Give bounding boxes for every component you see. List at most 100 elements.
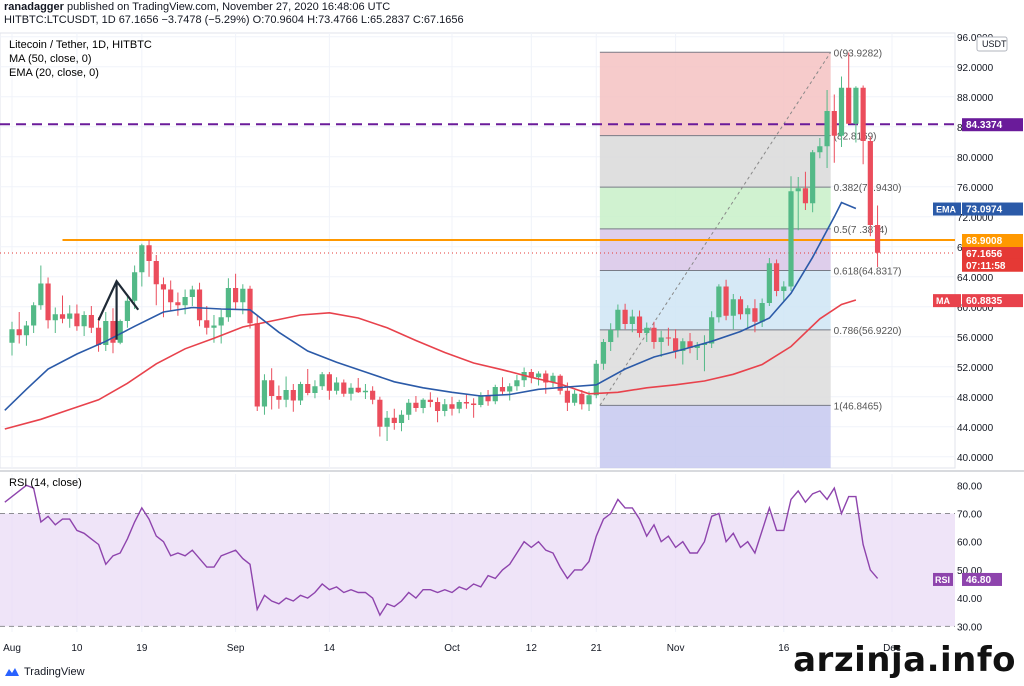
price-tick-label: 48.0000 bbox=[957, 393, 994, 404]
rsi-tick-label: 50.00 bbox=[957, 566, 982, 577]
price-tick-label: 64.0000 bbox=[957, 273, 994, 284]
tradingview-logo[interactable]: TradingView bbox=[4, 666, 85, 678]
candle-body bbox=[492, 387, 498, 402]
candle-body bbox=[442, 404, 448, 411]
candle-body bbox=[160, 284, 167, 290]
candle-body bbox=[67, 313, 73, 319]
publisher-text: published on TradingView.com, November 2… bbox=[63, 1, 391, 13]
price-axis[interactable]: 40.0000 44.0000 48.0000 52.0000 56.0000 60.00… bbox=[933, 33, 1023, 464]
candle-body bbox=[831, 111, 837, 136]
indicator-tag bbox=[933, 202, 961, 216]
legend-rsi: RSI (14, close) bbox=[9, 477, 82, 489]
candle-body bbox=[665, 337, 671, 339]
candle-body bbox=[204, 320, 210, 328]
candle-body bbox=[795, 188, 801, 192]
price-tick-label: 72.0000 bbox=[957, 213, 994, 224]
candle-body bbox=[471, 403, 477, 405]
candle-body bbox=[687, 341, 693, 348]
price-tick-label: 76.0000 bbox=[957, 183, 994, 194]
publisher-user[interactable]: ranadagger bbox=[4, 1, 64, 13]
candle-body bbox=[59, 314, 66, 319]
fib-zone bbox=[599, 329, 831, 406]
price-tag bbox=[962, 233, 1023, 247]
candle-body bbox=[312, 386, 318, 393]
candle-body bbox=[644, 327, 650, 333]
time-tick-label: 16 bbox=[778, 643, 790, 654]
fib-level-label: 0.5(7 .3874) bbox=[834, 225, 888, 236]
candle-body bbox=[377, 399, 383, 427]
candle-body bbox=[874, 225, 881, 253]
candle-body bbox=[701, 343, 708, 345]
candle-body bbox=[550, 375, 556, 383]
candle-body bbox=[586, 395, 592, 405]
horizontal-lines[interactable] bbox=[0, 123, 955, 254]
price-tag bbox=[962, 202, 1023, 216]
time-tick-label: 14 bbox=[324, 643, 336, 654]
candle-body bbox=[9, 329, 15, 343]
candle-body bbox=[824, 111, 830, 147]
candle-body bbox=[95, 327, 102, 345]
legend-ma: MA (50, close, 0) bbox=[9, 53, 92, 65]
price-tag-label: 07:11:58 bbox=[966, 261, 1006, 272]
candle-body bbox=[283, 390, 289, 400]
candle-body bbox=[709, 317, 715, 344]
candle-body bbox=[117, 321, 123, 343]
candle-body bbox=[305, 384, 311, 393]
fib-level-label: 0(93.9282) bbox=[834, 48, 882, 59]
candle-body bbox=[766, 263, 772, 303]
candle-body bbox=[716, 286, 722, 318]
candle-body bbox=[802, 188, 809, 204]
fibonacci-retracement[interactable]: 0(93.9282) (82.8169) 0.382(75.9430) 0.5(7 .… bbox=[599, 48, 902, 468]
indicator-tag-label: MA bbox=[936, 296, 950, 306]
candle-body bbox=[420, 399, 426, 408]
candle-body bbox=[723, 286, 729, 316]
candle-body bbox=[572, 393, 578, 403]
fib-level-label: 0.786(56.9220) bbox=[834, 326, 902, 337]
candle-body bbox=[297, 384, 304, 401]
candle-body bbox=[773, 263, 780, 291]
fib-zone bbox=[599, 405, 831, 468]
candle-body bbox=[752, 308, 758, 322]
price-tag-label: 84.3374 bbox=[966, 120, 1003, 131]
price-tag-label: 73.0974 bbox=[966, 205, 1003, 216]
candle-body bbox=[81, 315, 87, 327]
candle-body bbox=[499, 387, 506, 392]
candle-body bbox=[745, 308, 751, 315]
candle-body bbox=[449, 404, 455, 409]
candle-body bbox=[23, 325, 30, 336]
candle-body bbox=[434, 402, 441, 411]
candle-body bbox=[16, 329, 22, 336]
candle-body bbox=[730, 299, 736, 316]
candle-body bbox=[593, 363, 599, 396]
candle-body bbox=[240, 288, 246, 303]
price-tick-label: 44.0000 bbox=[957, 423, 994, 434]
legend-symbol: Litecoin / Tether, 1D, HITBTC bbox=[9, 39, 152, 51]
candle-body bbox=[261, 380, 268, 407]
candle-body bbox=[456, 402, 462, 409]
price-tick-label: 40.0000 bbox=[957, 453, 994, 464]
candle-body bbox=[838, 87, 845, 136]
time-axis[interactable]: Aug 10 19 Sep 14 Oct 12 21 Nov 16 Dec bbox=[3, 643, 901, 654]
candle-body bbox=[218, 317, 224, 326]
candle-body bbox=[485, 395, 491, 402]
candle-body bbox=[333, 382, 340, 391]
fib-level-label: (82.8169) bbox=[834, 132, 877, 143]
candle-body bbox=[319, 374, 325, 387]
time-tick-label: 12 bbox=[526, 643, 538, 654]
candle-body bbox=[88, 315, 94, 328]
time-tick-label: Dec bbox=[883, 643, 901, 654]
candle-body bbox=[341, 382, 347, 394]
rsi-tick-label: 60.00 bbox=[957, 538, 982, 549]
candle-body bbox=[269, 380, 275, 396]
price-tick-label: 52.0000 bbox=[957, 363, 994, 374]
price-tick-label: 56.0000 bbox=[957, 333, 994, 344]
candle-body bbox=[196, 289, 203, 321]
candle-body bbox=[362, 390, 369, 393]
candle-body bbox=[781, 286, 787, 291]
price-tag bbox=[962, 247, 1023, 261]
rsi-pane: 30.00 40.00 50.00 60.00 70.00 80.00 RSI 46.80 bbox=[0, 481, 1002, 633]
candle-body bbox=[225, 288, 231, 318]
candle-body bbox=[608, 330, 614, 342]
chart-annotations bbox=[97, 279, 140, 340]
